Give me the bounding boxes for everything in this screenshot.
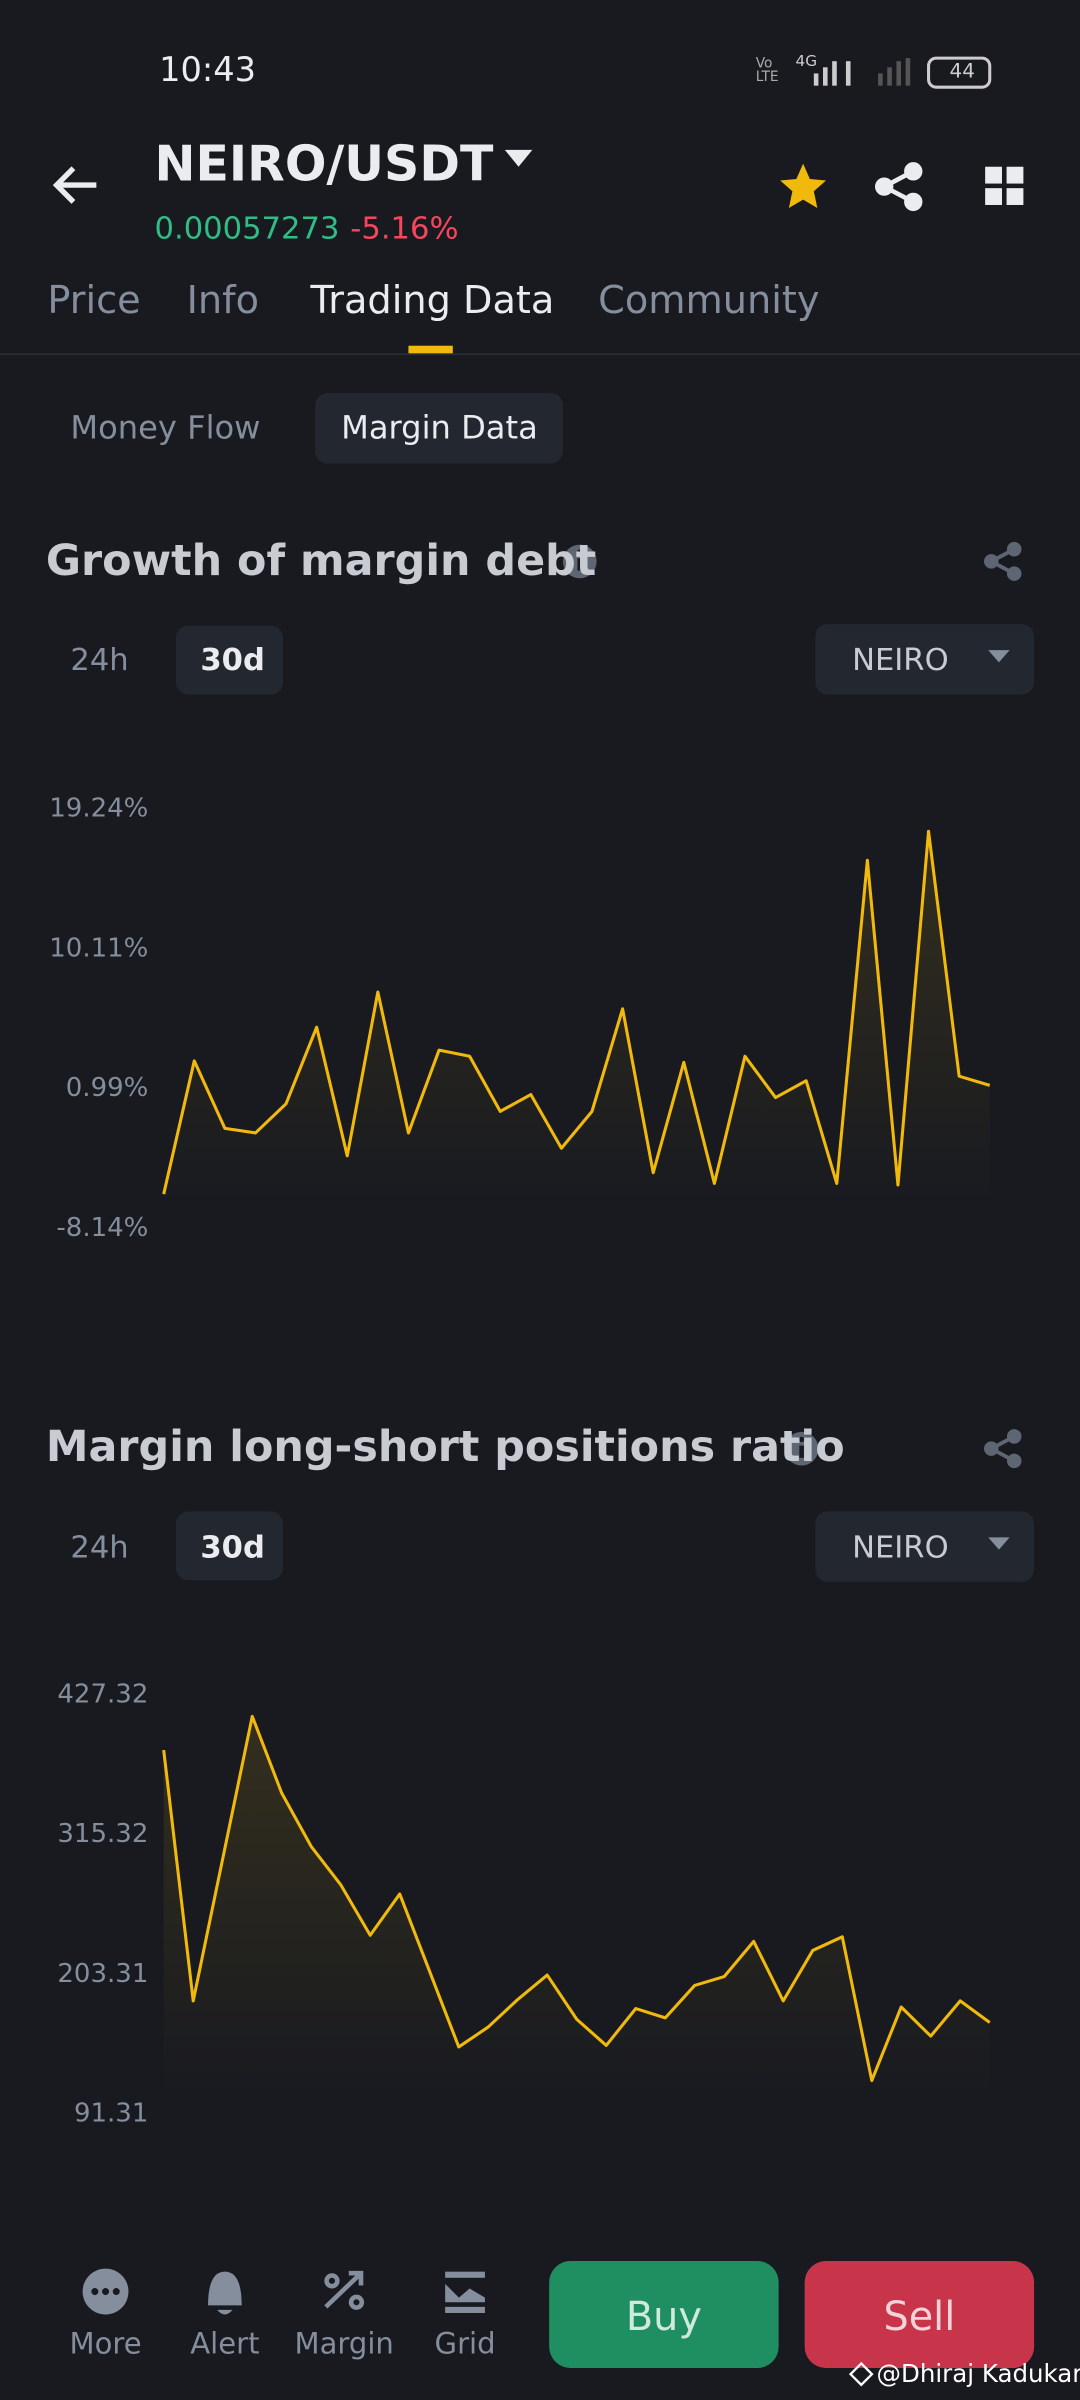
back-arrow[interactable] [52,166,97,204]
chart-title: Margin long-short positions ratio [45,1421,845,1472]
tab[interactable]: Community [598,277,820,323]
active-tab-indicator [408,345,453,354]
line [162,1714,991,2083]
last-price: 0.00057273 [154,209,340,247]
share-icon[interactable] [984,541,1022,581]
coin-select[interactable]: NEIRO [852,640,949,678]
margin-icon[interactable] [324,2270,365,2310]
y-tick-label: -8.14% [56,1213,148,1243]
pair-name[interactable]: NEIRO/USDT [154,134,494,193]
y-tick-label: 203.31 [57,1959,148,1989]
battery-level: 44 [949,60,975,84]
battery-icon [927,56,992,89]
status-time: 10:43 [159,52,257,91]
pair-dropdown[interactable] [504,149,533,167]
area-fill [163,831,990,1209]
alert-icon[interactable] [208,2271,242,2315]
sell-button-bg[interactable] [804,2260,1035,2369]
more-icon[interactable] [82,2268,129,2315]
buy-button[interactable]: Buy [625,2294,702,2341]
grid-icon[interactable] [445,2271,485,2313]
y-tick-label: 10.11% [49,934,148,964]
y-tick-label: 0.99% [66,1073,149,1103]
sub-tab[interactable]: Money Flow [70,409,261,446]
y-tick-label: 315.32 [57,1819,148,1849]
dropdown-arrow[interactable] [988,1537,1010,1550]
favorite-star[interactable] [780,163,827,209]
y-tick-label: 91.31 [74,2099,148,2129]
tab-active[interactable]: Trading Data [310,277,555,323]
buy-button-bg[interactable] [549,2260,779,2369]
action-label[interactable]: Grid [434,2327,496,2362]
action-label[interactable]: Alert [190,2327,260,2362]
watermark-logo [848,2361,874,2387]
info-icon[interactable] [562,544,597,579]
period-active-bg[interactable] [175,1511,284,1581]
y-tick-label: 19.24% [49,794,148,824]
action-label[interactable]: More [69,2327,142,2362]
watermark: @Dhiraj Kadukar [876,2358,1080,2388]
price-change: -5.16% [350,209,459,247]
chart-title: Growth of margin debt [45,535,597,586]
period-active-bg[interactable] [175,625,284,695]
share-icon[interactable] [984,1429,1022,1469]
grid-menu-icon[interactable] [985,166,1024,205]
line [162,829,991,1195]
signal-icon-2 [878,58,911,86]
action-label[interactable]: Margin [294,2327,394,2362]
period-option[interactable]: 24h [70,640,129,678]
status-signal: 4G [795,53,818,71]
tab-divider [0,353,1080,355]
y-tick-label: 427.32 [57,1679,148,1709]
sell-button[interactable]: Sell [883,2294,956,2341]
sub-tab-active[interactable]: Margin Data [341,409,538,446]
share-icon[interactable] [875,162,923,212]
info-icon[interactable] [784,1431,819,1466]
period-active[interactable]: 30d [200,1528,265,1565]
period-option[interactable]: 24h [70,1528,129,1565]
tab[interactable]: Info [186,277,260,323]
status-network: Vo LTE [755,56,779,86]
dropdown-arrow[interactable] [988,650,1010,663]
signal-icon [813,61,851,86]
coin-select[interactable]: NEIRO [852,1528,949,1565]
tab[interactable]: Price [47,277,141,323]
sub-tab-active-bg[interactable] [315,393,563,464]
period-active[interactable]: 30d [200,640,265,678]
area-fill [163,1716,990,2099]
